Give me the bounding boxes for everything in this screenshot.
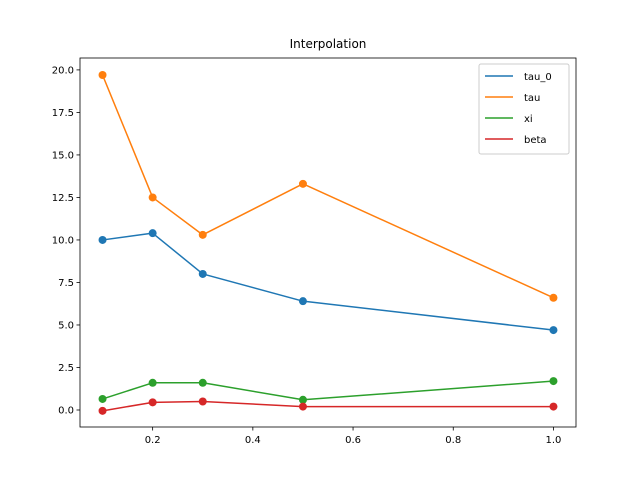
legend-label-tau: tau	[524, 93, 540, 104]
series-beta	[98, 397, 558, 415]
data-point-tau_0-1	[148, 229, 157, 238]
data-point-tau_0-3	[298, 297, 307, 306]
legend-label-beta: beta	[524, 135, 547, 146]
y-tick-label: 0.0	[58, 405, 74, 416]
x-tick-label: 0.2	[145, 435, 161, 446]
data-point-tau-2	[198, 230, 207, 239]
y-tick-label: 20.0	[52, 65, 74, 76]
data-point-tau_0-0	[98, 235, 107, 244]
y-tick-label: 7.5	[58, 278, 74, 289]
x-tick-label: 0.8	[445, 435, 461, 446]
data-point-tau-4	[549, 293, 558, 302]
data-point-beta-0	[98, 406, 107, 415]
y-tick-label: 10.0	[52, 235, 74, 246]
plot-area: 0.2 0.4 0.6 0.8 1.0 0.0 2.5 5.0 7.5 10.0 12.5 15.0 1…	[52, 57, 577, 446]
data-point-tau-1	[148, 193, 157, 202]
data-point-xi-0	[98, 394, 107, 403]
data-point-tau_0-2	[198, 269, 207, 278]
data-point-xi-2	[198, 378, 207, 387]
data-point-tau-3	[298, 179, 307, 188]
y-tick-label: 15.0	[52, 150, 74, 161]
legend-box	[478, 63, 570, 155]
y-tick-label: 2.5	[58, 363, 74, 374]
x-tick-label: 1.0	[546, 435, 562, 446]
x-tick-label: 0.4	[245, 435, 261, 446]
y-tick-label: 12.5	[52, 193, 74, 204]
y-tick-label: 17.5	[52, 108, 74, 119]
data-point-xi-3	[298, 395, 307, 404]
axes-frame	[79, 57, 577, 428]
data-point-tau_0-4	[549, 326, 558, 335]
x-tick-label: 0.6	[345, 435, 361, 446]
chart-title: Interpolation	[290, 37, 367, 51]
data-point-beta-4	[549, 402, 558, 411]
series-tau_0	[98, 229, 558, 335]
data-point-xi-1	[148, 378, 157, 387]
y-tick-label: 5.0	[58, 320, 74, 331]
series-tau	[98, 71, 558, 302]
legend-label-xi: xi	[524, 114, 533, 125]
data-point-beta-2	[198, 397, 207, 406]
data-point-beta-3	[298, 402, 307, 411]
data-point-tau-0	[98, 71, 107, 80]
legend-label-tau_0: tau_0	[524, 72, 552, 83]
series-xi	[98, 377, 558, 404]
data-point-beta-1	[148, 398, 157, 407]
data-point-xi-4	[549, 377, 558, 386]
